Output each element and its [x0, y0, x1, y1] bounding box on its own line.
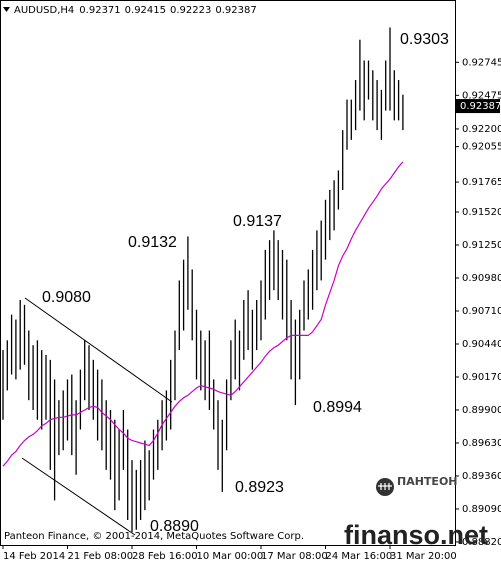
menu-arrow: [3, 7, 10, 12]
channel-line: [21, 457, 136, 536]
symbol: AUDUSD,H4: [14, 5, 74, 16]
x-tick-label: 21 Feb 08:00: [68, 551, 134, 562]
y-tick-label: 0.92745: [462, 57, 501, 68]
low-price: 0.92223: [170, 5, 211, 16]
y-tick-label: 0.90440: [462, 339, 501, 350]
last-price-label: 0.92387: [460, 101, 501, 112]
logo-icon: [378, 483, 392, 490]
price-annotation: 0.9303: [400, 31, 449, 48]
y-tick-label: 0.91520: [462, 207, 501, 218]
last-price-box: [456, 99, 500, 114]
price-annotation: 0.9080: [42, 289, 91, 306]
close-price: 0.92387: [215, 5, 256, 16]
y-tick-label: 0.90710: [462, 306, 501, 317]
moving-average: [2, 161, 404, 467]
logo: ПАНТЕОН: [376, 475, 458, 496]
x-tick-label: 28 Feb 16:00: [132, 551, 198, 562]
logo-text: ПАНТЕОН: [397, 475, 458, 488]
x-tick-label: 31 Mar 20:00: [390, 551, 457, 562]
price-annotation: 0.9137: [233, 213, 282, 230]
y-tick-label: 0.89630: [462, 438, 501, 449]
x-tick-label: 10 Mar 00:00: [197, 551, 264, 562]
x-tick-label: 14 Feb 2014: [3, 551, 65, 562]
price-annotation: 0.9132: [128, 234, 177, 251]
y-tick-label: 0.91250: [462, 240, 501, 251]
y-tick-label: 0.89900: [462, 405, 501, 416]
watermark: finanso.net: [344, 520, 488, 550]
y-tick-label: 0.90980: [462, 273, 501, 284]
x-tick-label: 17 Mar 08:00: [261, 551, 328, 562]
open-price: 0.92371: [79, 5, 120, 16]
footer: Panteon Finance, © 2001-2014, MetaQuotes…: [4, 531, 304, 542]
price-annotation: 0.8890: [150, 518, 199, 535]
y-tick-label: 0.92475: [462, 90, 501, 101]
y-tick-label: 0.88820: [462, 537, 501, 548]
price-annotation: 0.8923: [235, 479, 284, 496]
y-tick-label: 0.89090: [462, 504, 501, 515]
high-price: 0.92415: [125, 5, 166, 16]
x-tick-label: 24 Mar 16:00: [326, 551, 393, 562]
y-tick-label: 0.92055: [462, 142, 501, 153]
plot-frame: [0, 0, 456, 546]
y-tick-label: 0.91765: [462, 177, 501, 188]
y-tick-label: 0.90170: [462, 372, 501, 383]
chart-header: AUDUSD,H4 0.92371 0.92415 0.92223 0.92387: [14, 5, 257, 16]
y-tick-label: 0.89360: [462, 471, 501, 482]
price-annotation: 0.8994: [313, 399, 362, 416]
y-tick-label: 0.92200: [462, 124, 501, 135]
channel-line: [24, 297, 173, 403]
